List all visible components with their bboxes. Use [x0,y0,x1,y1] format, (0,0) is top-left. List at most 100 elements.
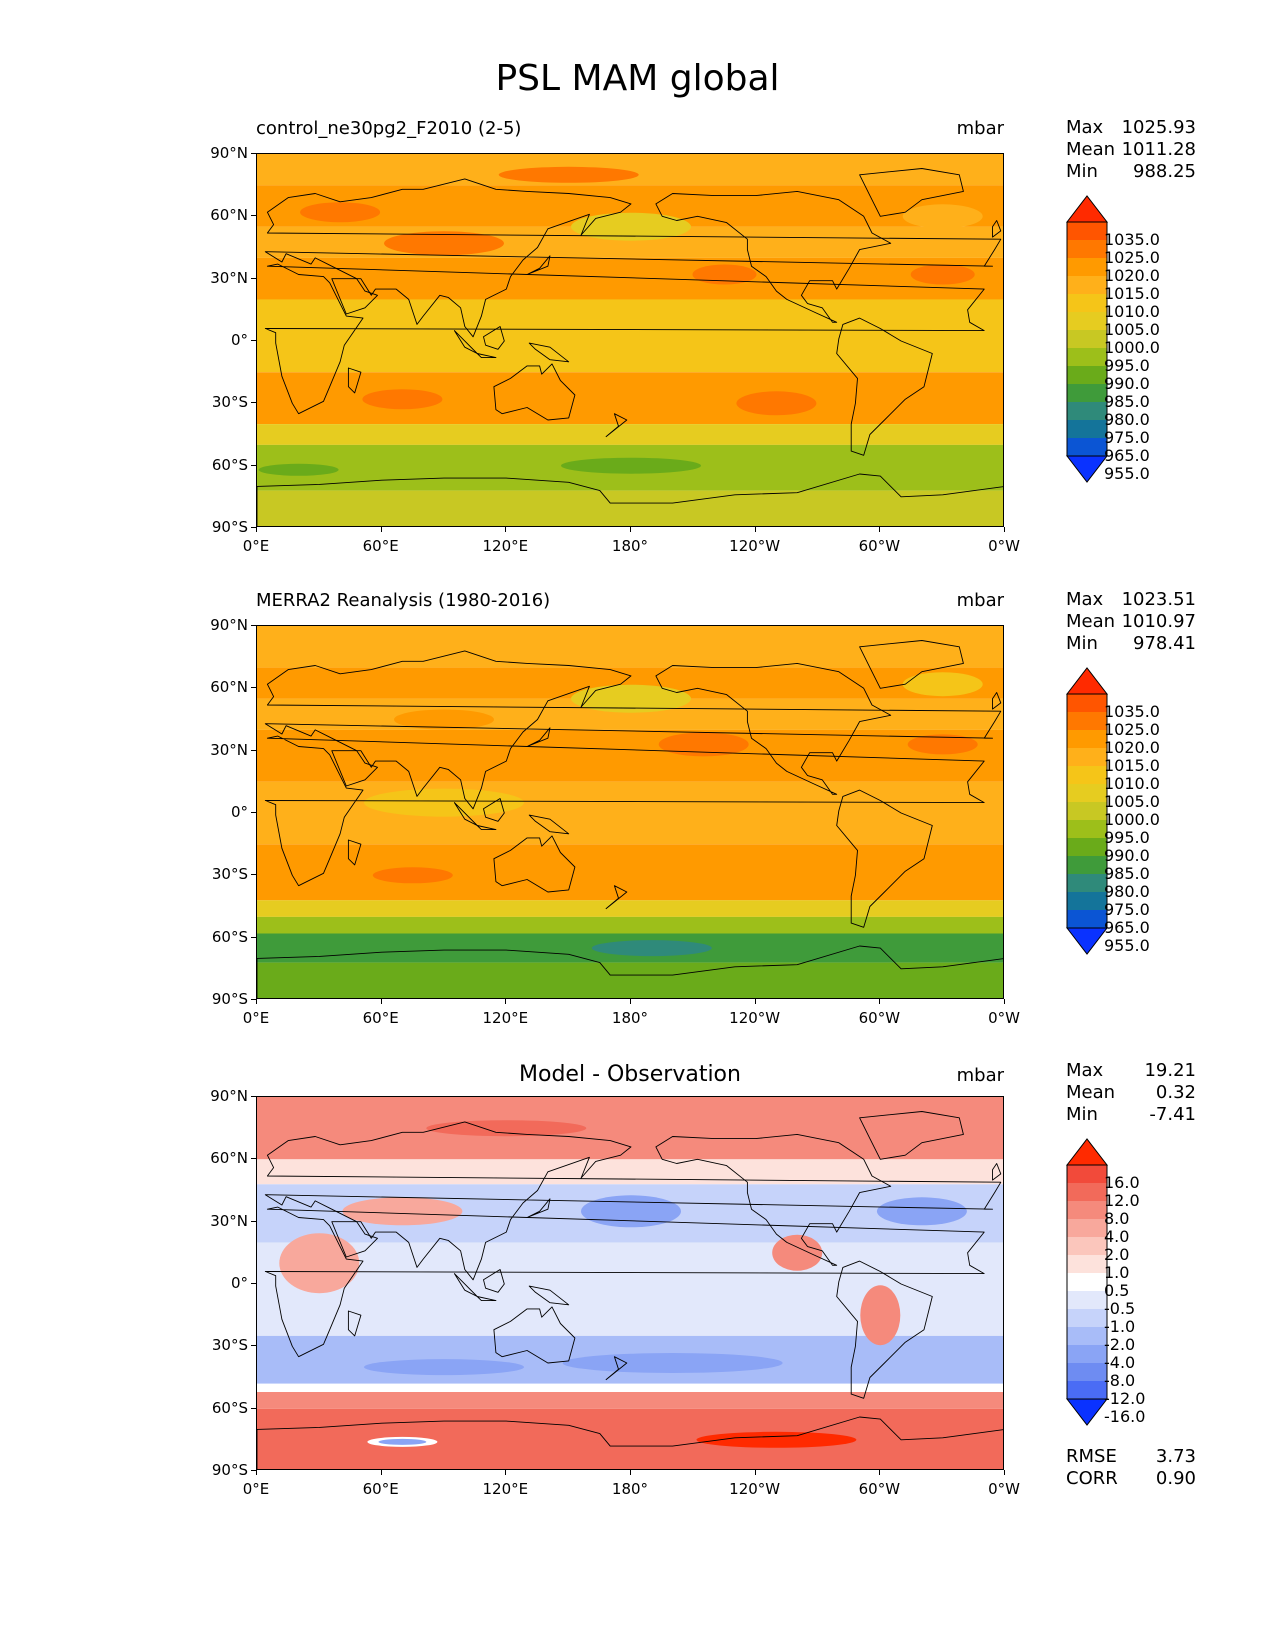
coastline [257,1416,1003,1469]
coastline [264,1206,985,1358]
pressure-band [257,962,1003,998]
colorbar-band [1067,312,1107,330]
lon-tick-label: 120°E [482,1009,529,1027]
coastline [264,735,985,887]
lat-tick-label: 0° [230,803,248,821]
coastline [347,839,362,866]
lat-tick-label: 60°N [210,678,248,697]
colorbar-level-label: 1000.0 [1104,338,1160,357]
lat-tick-mark [251,1345,256,1347]
lat-tick-mark [251,1470,256,1471]
coastline [605,1356,628,1381]
colorbar-band [1067,802,1107,820]
lon-tick-label: 60°E [362,1480,399,1498]
colorbar-band [1067,1381,1107,1399]
coastline [526,727,551,747]
colorbar-level-label: 1035.0 [1104,702,1160,721]
lat-tick-mark [251,215,256,217]
anomaly-band [257,1392,1003,1409]
metric-value: 3.73 [1155,1446,1196,1467]
coastline [264,650,1002,810]
anomaly-positive [860,1285,901,1346]
colorbar-band [1067,420,1107,438]
colorbar-extend-max [1065,667,1109,695]
pressure-low [561,457,701,474]
colorbar-level-label: 1010.0 [1104,774,1160,793]
lon-tick-mark [630,999,631,1004]
lon-tick-label: 60°W [858,1009,901,1027]
stat-value: -7.41 [1149,1104,1196,1125]
lat-tick-label: 90°S [211,518,248,536]
lat-tick-label: 60°S [211,455,248,474]
coastline [476,1296,497,1302]
colorbar-level-label: 985.0 [1104,864,1150,883]
lat-tick-mark [251,277,256,279]
lon-tick-label: 0°E [242,1009,270,1027]
lat-tick-label: 60°S [211,1398,248,1417]
coastline [264,178,1002,338]
coastline [331,750,378,787]
coastline [528,814,570,835]
colorbar-level-label: 1025.0 [1104,720,1160,739]
anomaly-positive [772,1234,823,1271]
lat-tick-mark [251,1220,256,1222]
colorbar-band [1067,348,1107,366]
coastline [992,1163,1002,1181]
colorbar-band [1067,1237,1107,1255]
stat-label: Mean [1066,139,1116,160]
colorbar-level-label: -2.0 [1104,1335,1136,1354]
lon-tick-mark [754,999,756,1004]
coastline [331,1221,378,1258]
colorbar-band [1067,366,1107,384]
lat-tick-mark [251,812,256,813]
lon-tick-label: 180° [611,1009,649,1027]
coastline [836,317,933,456]
colorbar-level-label: 1005.0 [1104,792,1160,811]
lat-tick-label: 90°S [211,1461,248,1479]
stat-value: 0.32 [1155,1082,1196,1103]
pressure-band [257,490,1003,526]
anomaly-positive [279,1233,360,1294]
pressure-low [902,204,983,229]
colorbar-level-label: 2.0 [1104,1245,1130,1264]
lat-tick-label: 30°N [210,740,248,759]
colorbar-band [1067,1309,1107,1327]
colorbar-level-label: 1035.0 [1104,230,1160,249]
panel-title: MERRA2 Reanalysis (1980-2016) [256,590,551,611]
lon-tick-label: 0°E [242,1480,270,1498]
stat-label: Mean [1066,611,1116,632]
pressure-high [362,389,443,410]
colorbar-level-label: -8.0 [1104,1371,1136,1390]
lon-tick-mark [630,527,631,532]
coastline [836,789,933,928]
coastline [483,798,505,822]
stat-value: 988.25 [1133,161,1196,182]
lon-tick-mark [630,1470,631,1475]
colorbar-band [1067,874,1107,892]
stat-value: 19.21 [1144,1060,1196,1081]
figure-title: PSL MAM global [495,58,780,99]
coastline [528,1285,570,1306]
stat-label: Mean [1066,1082,1116,1103]
map-difference [256,1096,1004,1470]
lon-tick-label: 180° [611,1480,649,1498]
colorbar-level-label: 1015.0 [1104,756,1160,775]
colorbar-band [1067,384,1107,402]
anomaly-negative [876,1197,967,1226]
lat-tick-label: 60°N [210,206,248,225]
coastline [526,1198,551,1218]
colorbar-band [1067,1183,1107,1201]
colorbar [1065,667,1110,959]
stat-value: 1010.97 [1121,611,1196,632]
coastline [264,1121,1002,1281]
coastline [483,1269,505,1293]
colorbar-band [1067,402,1107,420]
colorbar-band [1067,438,1107,456]
coastline [836,1260,933,1399]
colorbar-level-label: 1005.0 [1104,320,1160,339]
lon-tick-label: 0°W [988,1009,1020,1027]
anomaly-negative [378,1438,427,1445]
panel-title: control_ne30pg2_F2010 (2-5) [256,118,522,139]
stat-label: Min [1066,633,1098,654]
lat-tick-mark [251,936,256,938]
